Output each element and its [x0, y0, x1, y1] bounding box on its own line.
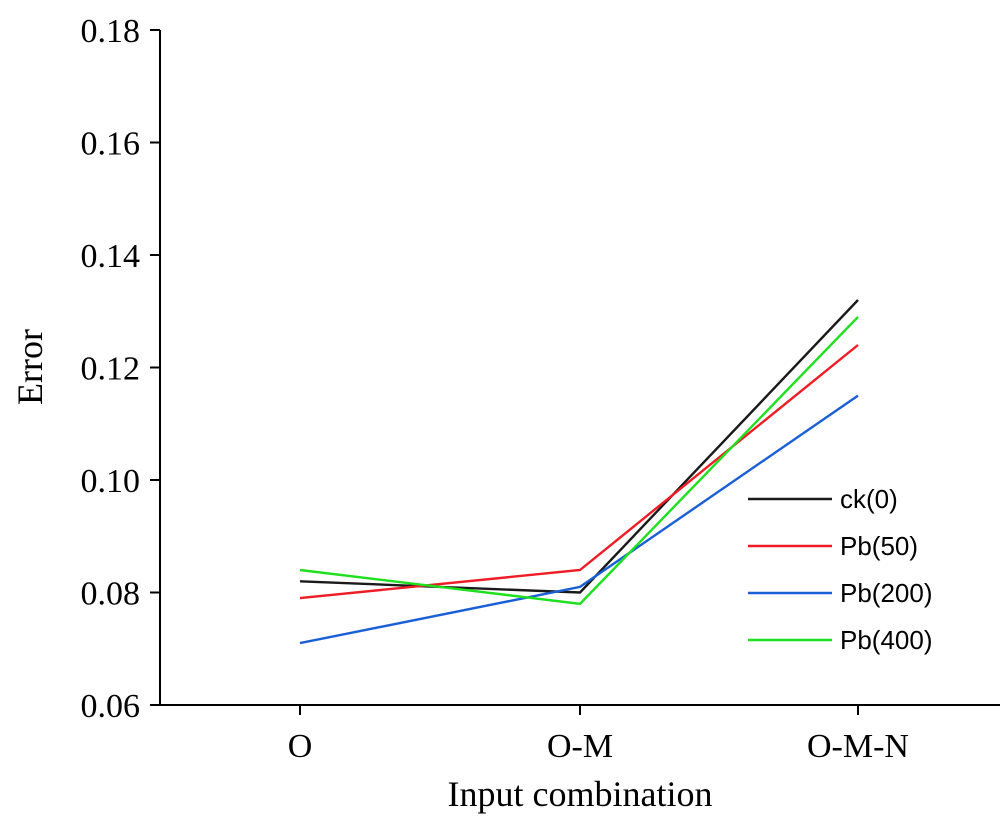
y-tick-label: 0.08 [81, 576, 141, 613]
y-tick-label: 0.12 [81, 351, 141, 388]
x-ticks: O O-M O-M-N [288, 705, 909, 765]
legend-label: Pb(200) [840, 578, 933, 608]
series-line-2 [299, 344, 859, 600]
series-line-4 [299, 316, 859, 606]
y-tick-label: 0.10 [81, 463, 141, 500]
legend-label: Pb(400) [840, 625, 933, 655]
y-tick-label: 0.18 [81, 13, 141, 50]
y-tick-label: 0.14 [81, 238, 141, 275]
y-tick-label: 0.06 [81, 688, 141, 725]
series-group [299, 299, 859, 645]
series-line-1 [299, 299, 859, 594]
x-tick-label: O-M [547, 728, 613, 765]
series-line-3 [299, 394, 859, 645]
legend-label: ck(0) [840, 484, 898, 514]
legend: ck(0) Pb(50) Pb(200) Pb(400) [748, 484, 933, 655]
x-tick-label: O [288, 728, 313, 765]
x-axis-title: Input combination [448, 774, 713, 814]
legend-label: Pb(50) [840, 531, 918, 561]
x-tick-label: O-M-N [807, 728, 909, 765]
y-ticks: 0.06 0.08 0.10 0.12 0.14 0.16 0.18 [81, 13, 160, 725]
y-axis-title: Error [10, 329, 50, 405]
y-tick-label: 0.16 [81, 126, 141, 163]
